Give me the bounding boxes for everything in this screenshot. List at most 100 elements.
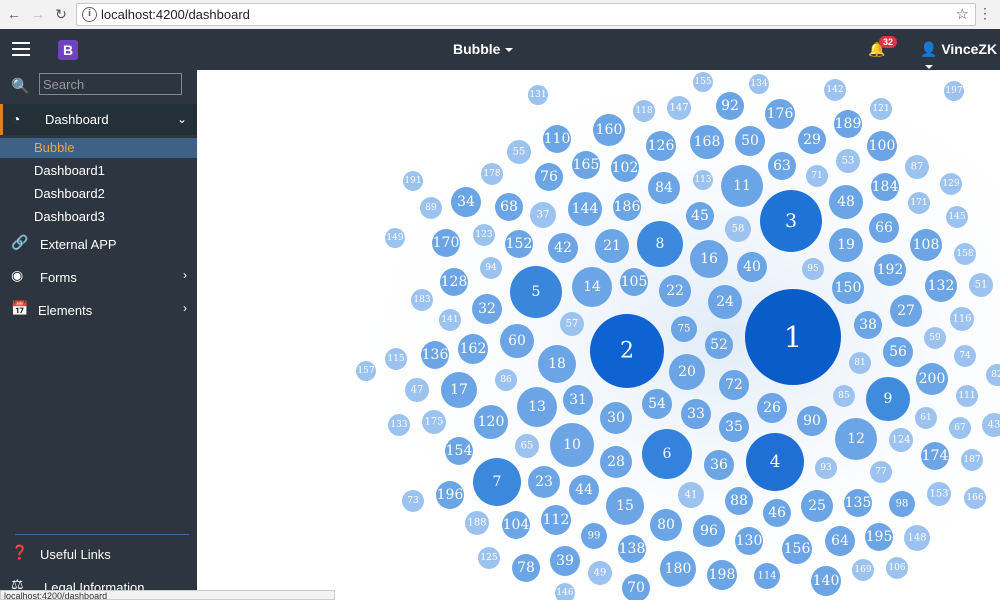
bubble-node[interactable]: 104 <box>502 511 530 539</box>
bubble-circle[interactable] <box>844 489 872 517</box>
bubble-circle[interactable] <box>886 557 908 579</box>
bubble-node[interactable]: 49 <box>588 561 612 585</box>
bubble-node[interactable]: 23 <box>528 466 560 498</box>
bubble-node[interactable]: 133 <box>388 414 410 436</box>
bubble-node[interactable]: 5 <box>510 266 562 318</box>
bubble-node[interactable]: 65 <box>515 434 539 458</box>
bubble-circle[interactable] <box>356 361 376 381</box>
bubble-circle[interactable] <box>763 499 791 527</box>
bubble-node[interactable]: 58 <box>725 216 751 242</box>
bubble-circle[interactable] <box>495 193 523 221</box>
bubble-circle[interactable] <box>867 131 897 161</box>
bubble-node[interactable]: 77 <box>870 461 892 483</box>
bubble-circle[interactable] <box>563 385 593 415</box>
bubble-node[interactable]: 78 <box>512 554 540 582</box>
bubble-circle[interactable] <box>678 482 704 508</box>
bubble-node[interactable]: 170 <box>432 229 460 257</box>
bubble-circle[interactable] <box>411 289 433 311</box>
bubble-node[interactable]: 19 <box>829 228 863 262</box>
bubble-circle[interactable] <box>956 385 978 407</box>
bubble-node[interactable]: 124 <box>889 428 913 452</box>
bubble-circle[interactable] <box>811 566 841 596</box>
bubble-node[interactable]: 74 <box>954 345 976 367</box>
bubble-circle[interactable] <box>642 429 692 479</box>
bubble-circle[interactable] <box>590 314 664 388</box>
bubble-circle[interactable] <box>606 487 644 525</box>
bubble-circle[interactable] <box>924 327 946 349</box>
bubble-node[interactable]: 157 <box>356 361 376 381</box>
bubble-circle[interactable] <box>500 324 534 358</box>
bubble-node[interactable]: 94 <box>480 257 502 279</box>
bubble-circle[interactable] <box>648 172 680 204</box>
bubble-circle[interactable] <box>754 563 780 589</box>
bubble-circle[interactable] <box>735 527 763 555</box>
bubble-circle[interactable] <box>588 561 612 585</box>
bubble-node[interactable]: 56 <box>883 337 913 367</box>
bubble-node[interactable]: 123 <box>473 224 495 246</box>
bubble-circle[interactable] <box>611 154 639 182</box>
bubble-node[interactable]: 155 <box>693 72 713 92</box>
bubble-node[interactable]: 96 <box>693 515 725 547</box>
bubble-circle[interactable] <box>854 311 882 339</box>
bubble-circle[interactable] <box>441 372 477 408</box>
bubble-circle[interactable] <box>600 446 632 478</box>
bubble-circle[interactable] <box>440 268 468 296</box>
bubble-circle[interactable] <box>510 266 562 318</box>
bubble-circle[interactable] <box>834 110 862 138</box>
bubble-circle[interactable] <box>833 385 855 407</box>
bubble-node[interactable]: 116 <box>950 307 974 331</box>
bubble-node[interactable]: 82 <box>986 364 1000 386</box>
bubble-node[interactable]: 32 <box>472 294 502 324</box>
bubble-node[interactable]: 187 <box>961 449 983 471</box>
bubble-circle[interactable] <box>719 370 749 400</box>
bubble-circle[interactable] <box>737 252 767 282</box>
bubble-circle[interactable] <box>904 525 930 551</box>
bubble-node[interactable]: 50 <box>735 126 765 156</box>
bubble-node[interactable]: 42 <box>548 233 578 263</box>
bubble-circle[interactable] <box>541 505 571 535</box>
bubble-node[interactable]: 174 <box>921 442 949 470</box>
bubble-node[interactable]: 55 <box>507 140 531 164</box>
bubble-circle[interactable] <box>883 337 913 367</box>
bubble-circle[interactable] <box>824 79 846 101</box>
bubble-circle[interactable] <box>852 559 874 581</box>
bubble-node[interactable]: 195 <box>865 523 893 551</box>
bubble-node[interactable]: 89 <box>420 197 442 219</box>
bubble-circle[interactable] <box>946 206 968 228</box>
bubble-node[interactable]: 197 <box>944 81 964 101</box>
bubble-node[interactable]: 189 <box>834 110 862 138</box>
bubble-circle[interactable] <box>721 165 763 207</box>
bubble-node[interactable]: 95 <box>802 258 824 280</box>
sidebar-subitem-dashboard1[interactable]: Dashboard1 <box>34 163 105 178</box>
bubble-circle[interactable] <box>538 345 576 383</box>
bubble-circle[interactable] <box>871 173 899 201</box>
bubble-circle[interactable] <box>420 197 442 219</box>
bubble-node[interactable]: 153 <box>927 482 951 506</box>
bubble-node[interactable]: 15 <box>606 487 644 525</box>
bubble-node[interactable]: 144 <box>568 192 602 226</box>
bubble-circle[interactable] <box>505 230 533 258</box>
back-icon[interactable]: ← <box>7 6 21 22</box>
bubble-node[interactable]: 3 <box>760 190 822 252</box>
bubble-circle[interactable] <box>735 126 765 156</box>
bubble-circle[interactable] <box>517 387 557 427</box>
bubble-circle[interactable] <box>829 228 863 262</box>
bubble-node[interactable]: 99 <box>581 523 607 549</box>
bubble-circle[interactable] <box>421 341 449 369</box>
bubble-node[interactable]: 7 <box>473 458 521 506</box>
bubble-node[interactable]: 22 <box>659 275 691 307</box>
sidebar-subitem-dashboard3[interactable]: Dashboard3 <box>34 209 105 224</box>
bubble-circle[interactable] <box>801 490 833 522</box>
bubble-circle[interactable] <box>921 442 949 470</box>
bubble-circle[interactable] <box>669 354 705 390</box>
sidebar-subitem-dashboard2[interactable]: Dashboard2 <box>34 186 105 201</box>
bubble-node[interactable]: 147 <box>667 96 691 120</box>
bubble-node[interactable]: 105 <box>620 268 648 296</box>
bubble-circle[interactable] <box>949 417 971 439</box>
bubble-node[interactable]: 43 <box>982 413 1000 437</box>
user-menu[interactable]: 👤 VinceZK <box>920 41 1000 74</box>
bubble-node[interactable]: 126 <box>646 131 676 161</box>
bubble-node[interactable]: 75 <box>671 316 697 342</box>
bubble-circle[interactable] <box>385 228 405 248</box>
bubble-circle[interactable] <box>964 487 986 509</box>
